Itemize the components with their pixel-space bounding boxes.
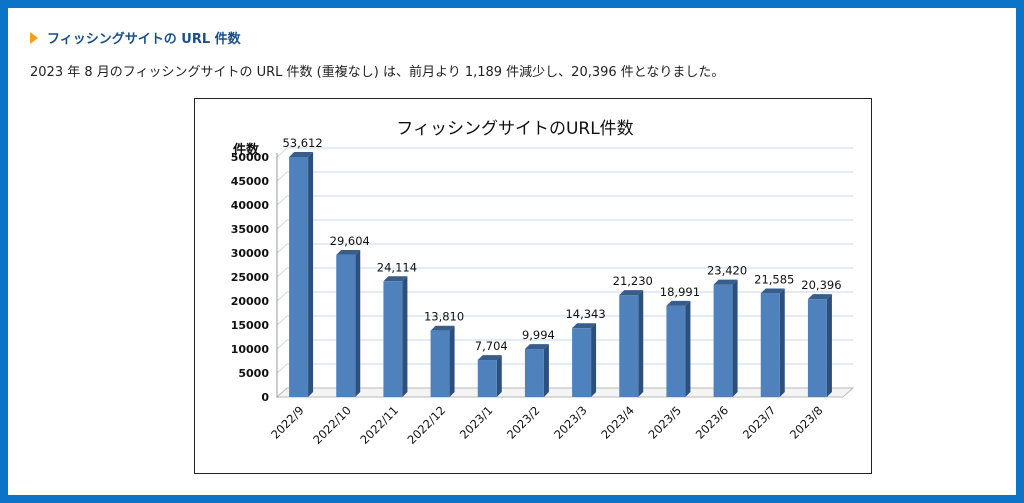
y-tick-label: 0	[261, 391, 269, 404]
bar	[713, 284, 733, 397]
chart-container: フィッシングサイトのURL件数件数 0 5000 10000 15000 20000 250…	[194, 98, 872, 474]
bar-top	[477, 355, 502, 361]
grid-line-side	[276, 267, 288, 278]
chart-floor	[275, 387, 855, 398]
summary-text: 2023 年 8 月のフィッシングサイトの URL 件数 (重複なし) は、前月…	[30, 65, 725, 80]
data-label: 7,704	[475, 339, 508, 353]
y-tick-label: 20000	[231, 295, 270, 308]
x-tick-label: 2023/4	[598, 403, 637, 442]
y-tick-label: 45000	[231, 175, 270, 188]
x-tick-label: 2023/1	[457, 403, 496, 442]
bar-side	[779, 288, 785, 397]
bar-side	[355, 249, 361, 397]
bar-side	[496, 355, 502, 397]
bar	[477, 360, 497, 397]
data-label: 14,343	[565, 307, 605, 321]
grid-line-side	[276, 219, 288, 230]
y-tick-label: 15000	[231, 319, 270, 332]
bar	[383, 281, 403, 397]
bar-side	[402, 276, 408, 397]
x-tick-label: 2023/8	[787, 403, 826, 442]
bar-side	[685, 300, 691, 397]
y-tick-label: 35000	[231, 223, 270, 236]
bar-top	[524, 344, 549, 350]
section-heading: フィッシングサイトの URL 件数	[30, 28, 241, 47]
bar-side	[591, 323, 597, 397]
data-label: 21,585	[754, 272, 794, 286]
triangle-bullet-icon	[30, 31, 38, 44]
bar-top	[619, 290, 644, 296]
data-label: 24,114	[377, 260, 417, 274]
chart-title: フィッシングサイトのURL件数	[396, 119, 633, 139]
grid-line-side	[276, 243, 288, 254]
bar	[807, 299, 827, 397]
bar	[289, 157, 309, 397]
grid-line-side	[276, 291, 288, 302]
y-tick-label: 50000	[231, 151, 270, 164]
data-label: 9,994	[522, 328, 555, 342]
bar-side	[826, 294, 832, 397]
x-tick-label: 2023/3	[551, 403, 590, 442]
grid-line-side	[276, 171, 288, 182]
x-tick-label: 2023/5	[646, 403, 685, 442]
x-tick-label: 2022/9	[268, 403, 307, 442]
data-label: 53,612	[282, 136, 322, 150]
bar-top	[383, 276, 408, 282]
bar-top	[430, 325, 455, 331]
y-tick-label: 10000	[231, 343, 270, 356]
data-label: 29,604	[330, 234, 370, 248]
bar-top	[336, 249, 361, 255]
bar	[666, 305, 686, 397]
bar-side	[732, 279, 738, 397]
data-label: 18,991	[660, 285, 700, 299]
data-label: 20,396	[801, 278, 841, 292]
bar-top	[760, 288, 785, 294]
x-tick-label: 2023/2	[504, 403, 543, 442]
grid-line-side	[276, 363, 288, 374]
bar-top	[289, 152, 314, 157]
bar-top	[572, 323, 597, 329]
x-tick-label: 2023/6	[693, 403, 732, 442]
data-label: 23,420	[707, 264, 747, 278]
y-tick-label: 30000	[231, 247, 270, 260]
bar-top	[713, 279, 738, 285]
x-tick-label: 2022/12	[405, 403, 449, 447]
bar-top	[666, 300, 691, 306]
bar-side	[449, 325, 455, 397]
bar-side	[543, 344, 549, 397]
grid-line-side	[276, 195, 288, 206]
bar	[336, 254, 356, 397]
grid-line-side	[276, 339, 288, 350]
bar	[760, 293, 780, 397]
y-tick-label: 25000	[231, 271, 270, 284]
bar-side	[308, 152, 314, 397]
bar-side	[638, 290, 644, 397]
grid-line-side	[276, 315, 288, 326]
bar	[430, 330, 450, 397]
bar-top	[807, 294, 832, 300]
data-label: 21,230	[613, 274, 653, 288]
data-label: 13,810	[424, 310, 464, 324]
section-title: フィッシングサイトの URL 件数	[47, 32, 241, 47]
x-tick-label: 2022/10	[310, 403, 354, 447]
x-tick-label: 2023/7	[740, 403, 779, 442]
y-tick-label: 5000	[238, 367, 269, 380]
y-axis-label: 件数	[233, 142, 260, 158]
x-tick-label: 2022/11	[357, 403, 401, 447]
bar	[524, 349, 544, 397]
bar	[572, 328, 592, 397]
bar	[619, 295, 639, 397]
y-tick-label: 40000	[231, 199, 270, 212]
grid-line-side	[276, 147, 288, 158]
